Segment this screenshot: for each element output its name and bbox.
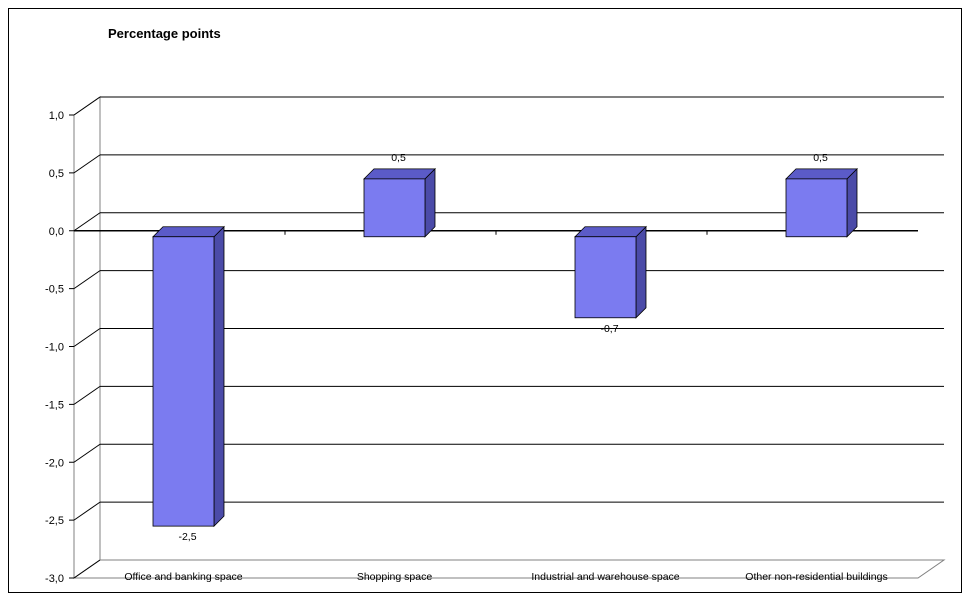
y-tick-label: 1,0: [49, 110, 64, 122]
gridline-side: [73, 501, 101, 521]
bar-top: [574, 226, 647, 238]
y-tick-label: 0,5: [49, 168, 64, 180]
bar-side: [213, 225, 225, 528]
y-tick-label: -2,5: [45, 515, 64, 527]
gridline-side: [73, 385, 101, 405]
y-tick-label: -2,0: [45, 457, 64, 469]
data-labels: -2,5 0,5 -0,7 0,5: [178, 152, 827, 543]
gridline-side: [73, 96, 101, 116]
bars: [152, 167, 858, 528]
bar: [363, 167, 436, 238]
bar-top: [152, 226, 225, 238]
bar-top: [363, 168, 436, 180]
bar-side: [846, 167, 858, 238]
bar: [152, 225, 225, 528]
y-tick-label: 0,0: [49, 226, 64, 238]
data-label: -0,7: [600, 323, 618, 335]
bar-side: [424, 167, 436, 238]
bar-front: [152, 236, 215, 527]
bar: [574, 225, 647, 319]
bar-front: [785, 178, 848, 238]
chart-title: Percentage points: [108, 26, 221, 41]
y-tick-label: -1,5: [45, 399, 64, 411]
x-category-label: Office and banking space: [124, 571, 242, 583]
y-tick-label: -3,0: [45, 573, 64, 585]
x-category-label: Shopping space: [357, 571, 432, 583]
y-axis-ticks: 1,0 0,5 0,0 -0,5 -1,0 -1,5 -2,0 -2,5 -3,0: [45, 110, 74, 585]
y-tick-label: -1,0: [45, 342, 64, 354]
gridline-side: [73, 443, 101, 463]
bar-side: [635, 225, 647, 319]
data-label: 0,5: [391, 152, 406, 164]
bar-front: [363, 178, 426, 238]
gridline-side: [73, 154, 101, 174]
bar-front: [574, 236, 637, 319]
data-label: -2,5: [178, 531, 196, 543]
y-tick-label: -0,5: [45, 284, 64, 296]
x-category-label: Industrial and warehouse space: [531, 571, 679, 583]
data-label: 0,5: [813, 152, 828, 164]
gridline-side: [73, 270, 101, 290]
gridline-side: [73, 559, 101, 579]
gridline-side: [73, 212, 101, 232]
gridline-side: [73, 328, 101, 347]
x-axis-categories: Office and banking space Shopping space In…: [124, 571, 887, 583]
x-category-label: Other non-residential buildings: [745, 571, 887, 583]
bar: [785, 167, 858, 238]
bar-top: [785, 168, 858, 180]
